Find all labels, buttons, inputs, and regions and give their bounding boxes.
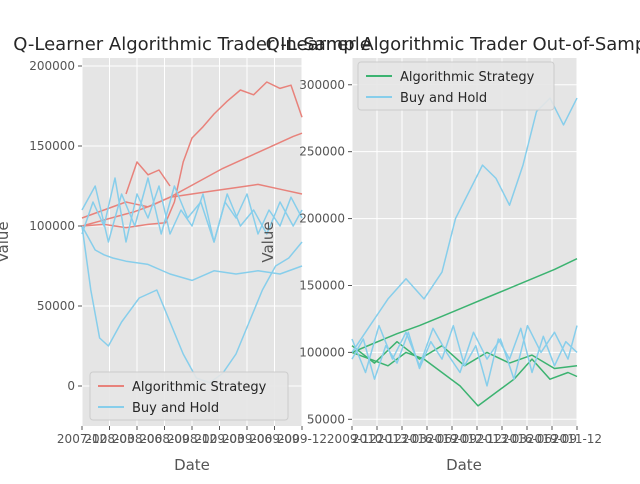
- x-tick-label: 2007-12: [57, 432, 107, 446]
- x-tick-label: 2008-06: [112, 432, 162, 446]
- series-line-algorithmic-strategy: [81, 81, 303, 229]
- y-tick-label: 200000: [29, 59, 75, 73]
- series-line-algorithmic-strategy: [81, 132, 303, 227]
- x-axis-label: Date: [446, 456, 482, 474]
- legend-label: Algorithmic Strategy: [132, 380, 267, 395]
- y-tick-label: 100000: [29, 219, 75, 233]
- chart-title: Q-Learner Algorithmic Trader Out-of-Samp…: [266, 34, 640, 55]
- legend-box: [89, 371, 289, 421]
- legend-label: Buy and Hold: [400, 91, 487, 106]
- x-tick-label: 2009-09: [249, 432, 299, 446]
- x-tick-label: 2008-09: [139, 432, 189, 446]
- y-tick-label: 250000: [299, 145, 345, 159]
- y-tick-label: 50000: [37, 299, 75, 313]
- series-lines: [81, 81, 303, 384]
- y-tick-label: 100000: [299, 345, 345, 359]
- x-tick-label: 2008-03: [84, 432, 134, 446]
- legend-label: Algorithmic Strategy: [400, 70, 535, 85]
- legend-box: [357, 61, 555, 111]
- y-tick-label: 200000: [299, 212, 345, 226]
- y-axis-label: Value: [259, 221, 277, 262]
- legend: Algorithmic Strategy Buy and Hold: [357, 61, 555, 111]
- series-line-algorithmic-strategy: [351, 258, 578, 354]
- x-tick-label: 2012-12: [452, 432, 502, 446]
- x-tick-label: 2013-03: [477, 432, 527, 446]
- x-tick-label: 2019-09: [427, 432, 477, 446]
- x-tick-label: 2009-12: [327, 432, 377, 446]
- series-line-buy-and-hold: [351, 324, 578, 387]
- x-tick-label: 2009-06: [222, 432, 272, 446]
- x-axis-label: Date: [174, 456, 210, 474]
- x-tick-label: 2016-06: [502, 432, 552, 446]
- grid-lines: [351, 58, 578, 426]
- series-line-buy-and-hold: [81, 177, 303, 243]
- x-tick-label: 2010-12: [352, 432, 402, 446]
- x-tick-label: 2019-09: [527, 432, 577, 446]
- x-tick-label: 2011-12: [552, 432, 602, 446]
- series-line-buy-and-hold: [81, 225, 303, 282]
- y-tick-label: 50000: [307, 412, 345, 426]
- x-tick-label: 2016-06: [402, 432, 452, 446]
- chart-title: Q-Learner Algorithmic Trader In-Sample: [13, 34, 371, 55]
- y-axis-label: Value: [0, 221, 12, 262]
- x-tick-label: 2008-12: [167, 432, 217, 446]
- legend: Algorithmic Strategy Buy and Hold: [89, 371, 289, 421]
- y-tick-label: 300000: [299, 78, 345, 92]
- y-tick-label: 150000: [29, 139, 75, 153]
- legend-label: Buy and Hold: [132, 401, 219, 416]
- axes: 2009-122010-122013-032016-062019-092012-…: [299, 78, 602, 446]
- chart-panel-in-sample: 2007-122008-032008-062008-092008-122009-…: [0, 34, 371, 474]
- series-line-algorithmic-strategy: [125, 161, 171, 195]
- series-line-algorithmic-strategy: [351, 351, 578, 407]
- x-tick-label: 2009-12: [277, 432, 327, 446]
- y-tick-label: 150000: [299, 278, 345, 292]
- y-tick-label: 0: [67, 379, 75, 393]
- x-tick-label: 2013-03: [377, 432, 427, 446]
- axes: 2007-122008-032008-062008-092008-122009-…: [29, 59, 327, 446]
- chart-panel-out-of-sample: 2009-122010-122013-032016-062019-092012-…: [259, 34, 640, 474]
- x-tick-label: 2009-03: [194, 432, 244, 446]
- series-line-buy-and-hold: [81, 225, 303, 384]
